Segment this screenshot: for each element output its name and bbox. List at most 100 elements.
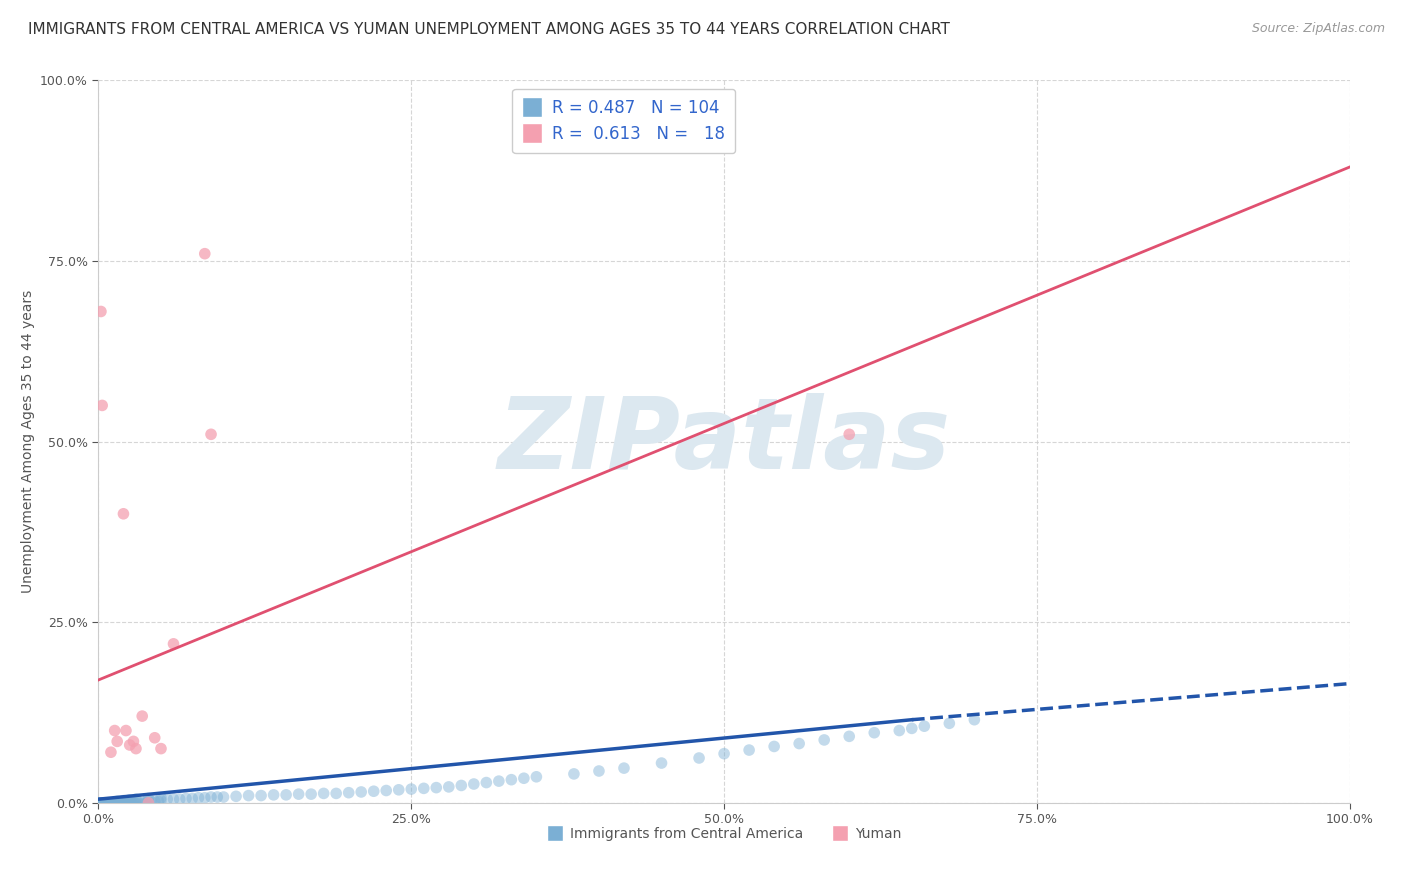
Point xyxy=(450,779,472,793)
Point xyxy=(138,796,160,810)
Point xyxy=(488,774,510,789)
Point xyxy=(688,751,710,765)
Point xyxy=(650,756,672,770)
Text: IMMIGRANTS FROM CENTRAL AMERICA VS YUMAN UNEMPLOYMENT AMONG AGES 35 TO 44 YEARS : IMMIGRANTS FROM CENTRAL AMERICA VS YUMAN… xyxy=(28,22,950,37)
Point xyxy=(263,788,285,802)
Point xyxy=(588,764,610,778)
Point xyxy=(93,796,115,810)
Point xyxy=(125,741,148,756)
Y-axis label: Unemployment Among Ages 35 to 44 years: Unemployment Among Ages 35 to 44 years xyxy=(21,290,35,593)
Point xyxy=(181,791,204,805)
Point xyxy=(150,794,173,808)
Point xyxy=(169,792,191,806)
Point xyxy=(475,775,498,789)
Point xyxy=(91,398,114,412)
Point xyxy=(813,733,835,747)
Point xyxy=(437,780,460,794)
Point xyxy=(207,790,229,805)
Point xyxy=(120,796,142,810)
Point xyxy=(325,786,347,800)
Point xyxy=(350,785,373,799)
Point xyxy=(187,790,209,805)
Point xyxy=(115,796,138,810)
Point xyxy=(524,770,547,784)
Point xyxy=(93,796,115,810)
Point xyxy=(274,788,298,802)
Point xyxy=(225,789,247,804)
Point xyxy=(93,796,115,810)
Point xyxy=(156,792,179,806)
Point xyxy=(501,772,523,787)
Point xyxy=(838,427,860,442)
Point xyxy=(104,796,127,810)
Point xyxy=(100,796,122,810)
Point xyxy=(101,796,124,810)
Point xyxy=(238,789,260,803)
Point xyxy=(143,731,166,745)
Point xyxy=(363,784,385,798)
Point xyxy=(105,794,128,808)
Point xyxy=(412,781,434,796)
Point xyxy=(200,427,222,442)
Point xyxy=(110,796,132,810)
Point xyxy=(194,790,217,805)
Point xyxy=(103,796,125,810)
Point xyxy=(513,771,536,785)
Point xyxy=(135,796,157,810)
Point xyxy=(200,790,222,805)
Point xyxy=(124,796,146,810)
Point xyxy=(912,719,935,733)
Point xyxy=(112,794,135,808)
Point xyxy=(143,794,166,808)
Point xyxy=(114,796,136,810)
Point xyxy=(90,796,112,810)
Point xyxy=(105,734,128,748)
Point xyxy=(127,796,149,810)
Point xyxy=(838,729,860,743)
Point xyxy=(96,796,118,810)
Point xyxy=(900,722,922,736)
Point xyxy=(889,723,911,738)
Point xyxy=(562,767,585,781)
Point xyxy=(938,716,960,731)
Text: ZIPatlas: ZIPatlas xyxy=(498,393,950,490)
Point xyxy=(118,738,141,752)
Point xyxy=(115,723,138,738)
Point xyxy=(150,741,173,756)
Point xyxy=(287,787,309,801)
Point xyxy=(115,796,138,810)
Point xyxy=(112,507,135,521)
Point xyxy=(863,725,886,739)
Point xyxy=(89,796,111,810)
Point xyxy=(94,796,117,810)
Point xyxy=(150,790,173,805)
Point xyxy=(138,791,160,805)
Point xyxy=(87,796,110,810)
Point xyxy=(138,794,160,808)
Point xyxy=(105,796,128,810)
Point xyxy=(100,745,122,759)
Point xyxy=(129,796,152,810)
Point xyxy=(121,796,143,810)
Point xyxy=(118,796,141,810)
Point xyxy=(89,796,111,810)
Point xyxy=(97,796,120,810)
Point xyxy=(299,787,322,801)
Point xyxy=(131,709,153,723)
Point xyxy=(91,796,114,810)
Point xyxy=(97,796,120,810)
Point xyxy=(107,796,129,810)
Point xyxy=(122,796,145,810)
Point xyxy=(111,796,134,810)
Point xyxy=(738,743,761,757)
Point xyxy=(194,246,217,260)
Point xyxy=(125,796,148,810)
Point xyxy=(118,793,141,807)
Point xyxy=(132,796,155,810)
Point xyxy=(125,792,148,806)
Point xyxy=(425,780,447,795)
Point xyxy=(337,786,360,800)
Point xyxy=(104,723,127,738)
Point xyxy=(108,796,131,810)
Point xyxy=(90,796,112,810)
